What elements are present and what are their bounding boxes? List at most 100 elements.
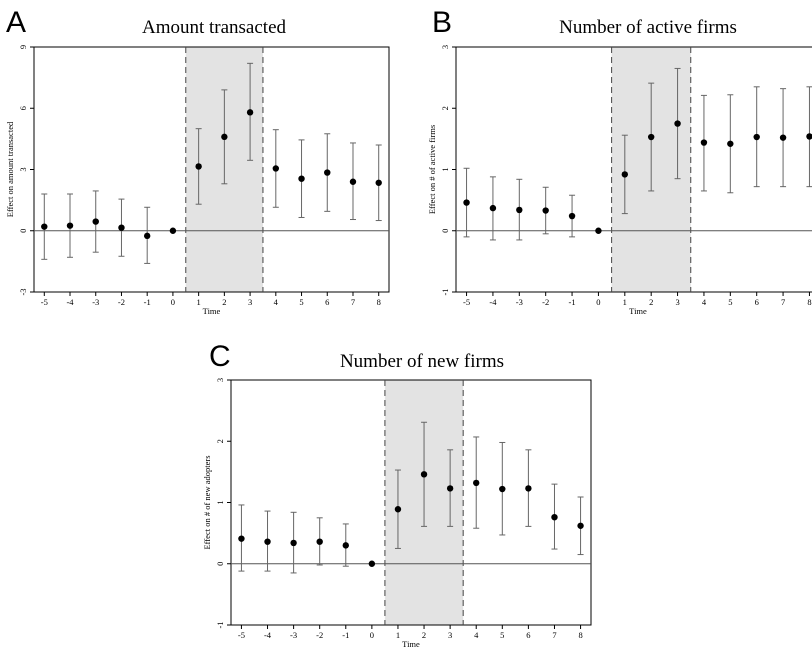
panel-letter: A [6, 6, 26, 39]
estimate-point [674, 120, 681, 127]
x-tick-label: 2 [422, 630, 426, 640]
y-tick-label: 3 [18, 167, 28, 171]
x-tick-label: 2 [222, 297, 226, 307]
estimate-point [577, 522, 584, 529]
estimate-point [375, 179, 382, 186]
x-tick-label: -1 [569, 297, 576, 307]
y-tick-label: 3 [440, 45, 450, 49]
y-tick-label: 1 [440, 167, 450, 171]
x-tick-label: -3 [92, 297, 99, 307]
estimate-point [516, 206, 523, 214]
estimate-point [66, 222, 74, 229]
chart-title: Number of active firms [559, 17, 737, 38]
x-axis-label: Time [629, 306, 647, 316]
chart-title: Number of new firms [340, 351, 504, 372]
panel-a: A Amount transacted -3 0 3 6 9 -5 -4 -3 -2 -1 0 1 2 3 4 5… [5, 6, 390, 316]
estimate-point [368, 560, 376, 567]
y-tick-label: 6 [18, 106, 28, 110]
estimate-point [394, 506, 402, 513]
estimate-point [169, 227, 177, 234]
y-tick-label: 2 [440, 106, 450, 110]
estimate-point [806, 133, 812, 140]
y-axis-label: Effect on # of active firms [427, 125, 437, 214]
x-tick-label: 7 [552, 630, 556, 640]
x-tick-label: 8 [807, 297, 811, 307]
panel-c: C Number of new firms -1 0 1 2 3 -5 -4 -3 -2 -1 0 1 2 3… [202, 340, 592, 649]
x-tick-label: 4 [702, 297, 707, 307]
x-tick-label: 0 [171, 297, 175, 307]
x-tick-label: 0 [596, 297, 600, 307]
y-axis-label: Effect on # of new adopters [202, 455, 212, 549]
x-tick-label: 7 [781, 297, 785, 307]
y-tick-label: 0 [440, 229, 450, 233]
x-tick-label: -1 [144, 297, 151, 307]
x-tick-label: -4 [66, 297, 74, 307]
y-tick-label: 0 [215, 562, 225, 566]
x-tick-label: -2 [316, 630, 323, 640]
estimate-point [41, 223, 48, 230]
x-tick-label: 3 [675, 297, 679, 307]
x-tick-label: -1 [342, 630, 349, 640]
y-tick-label: -1 [215, 621, 225, 628]
x-tick-label: -3 [290, 630, 297, 640]
x-tick-label: 4 [474, 630, 479, 640]
y-tick-label: 9 [18, 45, 28, 49]
x-tick-label: 7 [351, 297, 355, 307]
estimate-point [446, 485, 454, 492]
estimate-point [647, 133, 655, 141]
estimate-point [753, 133, 760, 141]
y-tick-label: 2 [215, 439, 225, 443]
estimate-point [316, 538, 323, 545]
x-tick-label: 6 [755, 297, 759, 307]
x-tick-label: -5 [463, 297, 470, 307]
x-tick-label: -5 [41, 297, 48, 307]
y-tick-label: 1 [215, 500, 225, 504]
x-tick-label: 6 [325, 297, 329, 307]
panel-b: B Number of active firms -1 0 1 2 3 -5 -4 -3 -2 -1 0… [427, 6, 812, 316]
estimate-point [420, 471, 428, 478]
estimate-point [621, 171, 629, 178]
x-tick-label: 5 [299, 297, 303, 307]
estimate-point [595, 227, 602, 234]
estimate-point [238, 535, 245, 542]
estimate-point [349, 178, 357, 185]
estimate-point [700, 139, 708, 146]
x-axis-label: Time [203, 306, 221, 316]
estimate-point [463, 199, 470, 206]
estimate-point [118, 224, 125, 231]
panel-letter: C [209, 340, 231, 373]
estimate-point [298, 175, 305, 182]
y-axis-label: Effect on amount transacted [5, 121, 15, 217]
x-tick-label: -4 [264, 630, 272, 640]
x-tick-label: 3 [248, 297, 252, 307]
x-tick-label: 4 [274, 297, 279, 307]
estimate-point [143, 232, 151, 240]
x-tick-label: 8 [578, 630, 582, 640]
estimate-point [290, 539, 297, 547]
x-tick-label: 8 [377, 297, 381, 307]
x-tick-label: -4 [489, 297, 497, 307]
x-tick-label: 5 [728, 297, 732, 307]
estimate-point [525, 485, 532, 492]
x-tick-label: 1 [197, 297, 201, 307]
estimate-point [195, 163, 202, 170]
estimate-point [499, 485, 506, 493]
estimate-point [542, 207, 549, 214]
x-tick-label: -2 [118, 297, 125, 307]
estimate-point [264, 538, 271, 545]
x-tick-label: 2 [649, 297, 653, 307]
estimate-point [272, 165, 280, 172]
x-tick-label: 5 [500, 630, 504, 640]
x-tick-label: -3 [516, 297, 523, 307]
x-tick-label: -5 [238, 630, 245, 640]
x-tick-label: 1 [623, 297, 627, 307]
estimate-point [473, 479, 480, 487]
chart-title: Amount transacted [142, 17, 287, 38]
x-tick-label: 6 [526, 630, 530, 640]
estimate-point [246, 109, 254, 116]
x-tick-label: 3 [448, 630, 452, 640]
x-tick-label: 1 [396, 630, 400, 640]
y-tick-label: 0 [18, 229, 28, 233]
estimate-point [342, 542, 349, 549]
